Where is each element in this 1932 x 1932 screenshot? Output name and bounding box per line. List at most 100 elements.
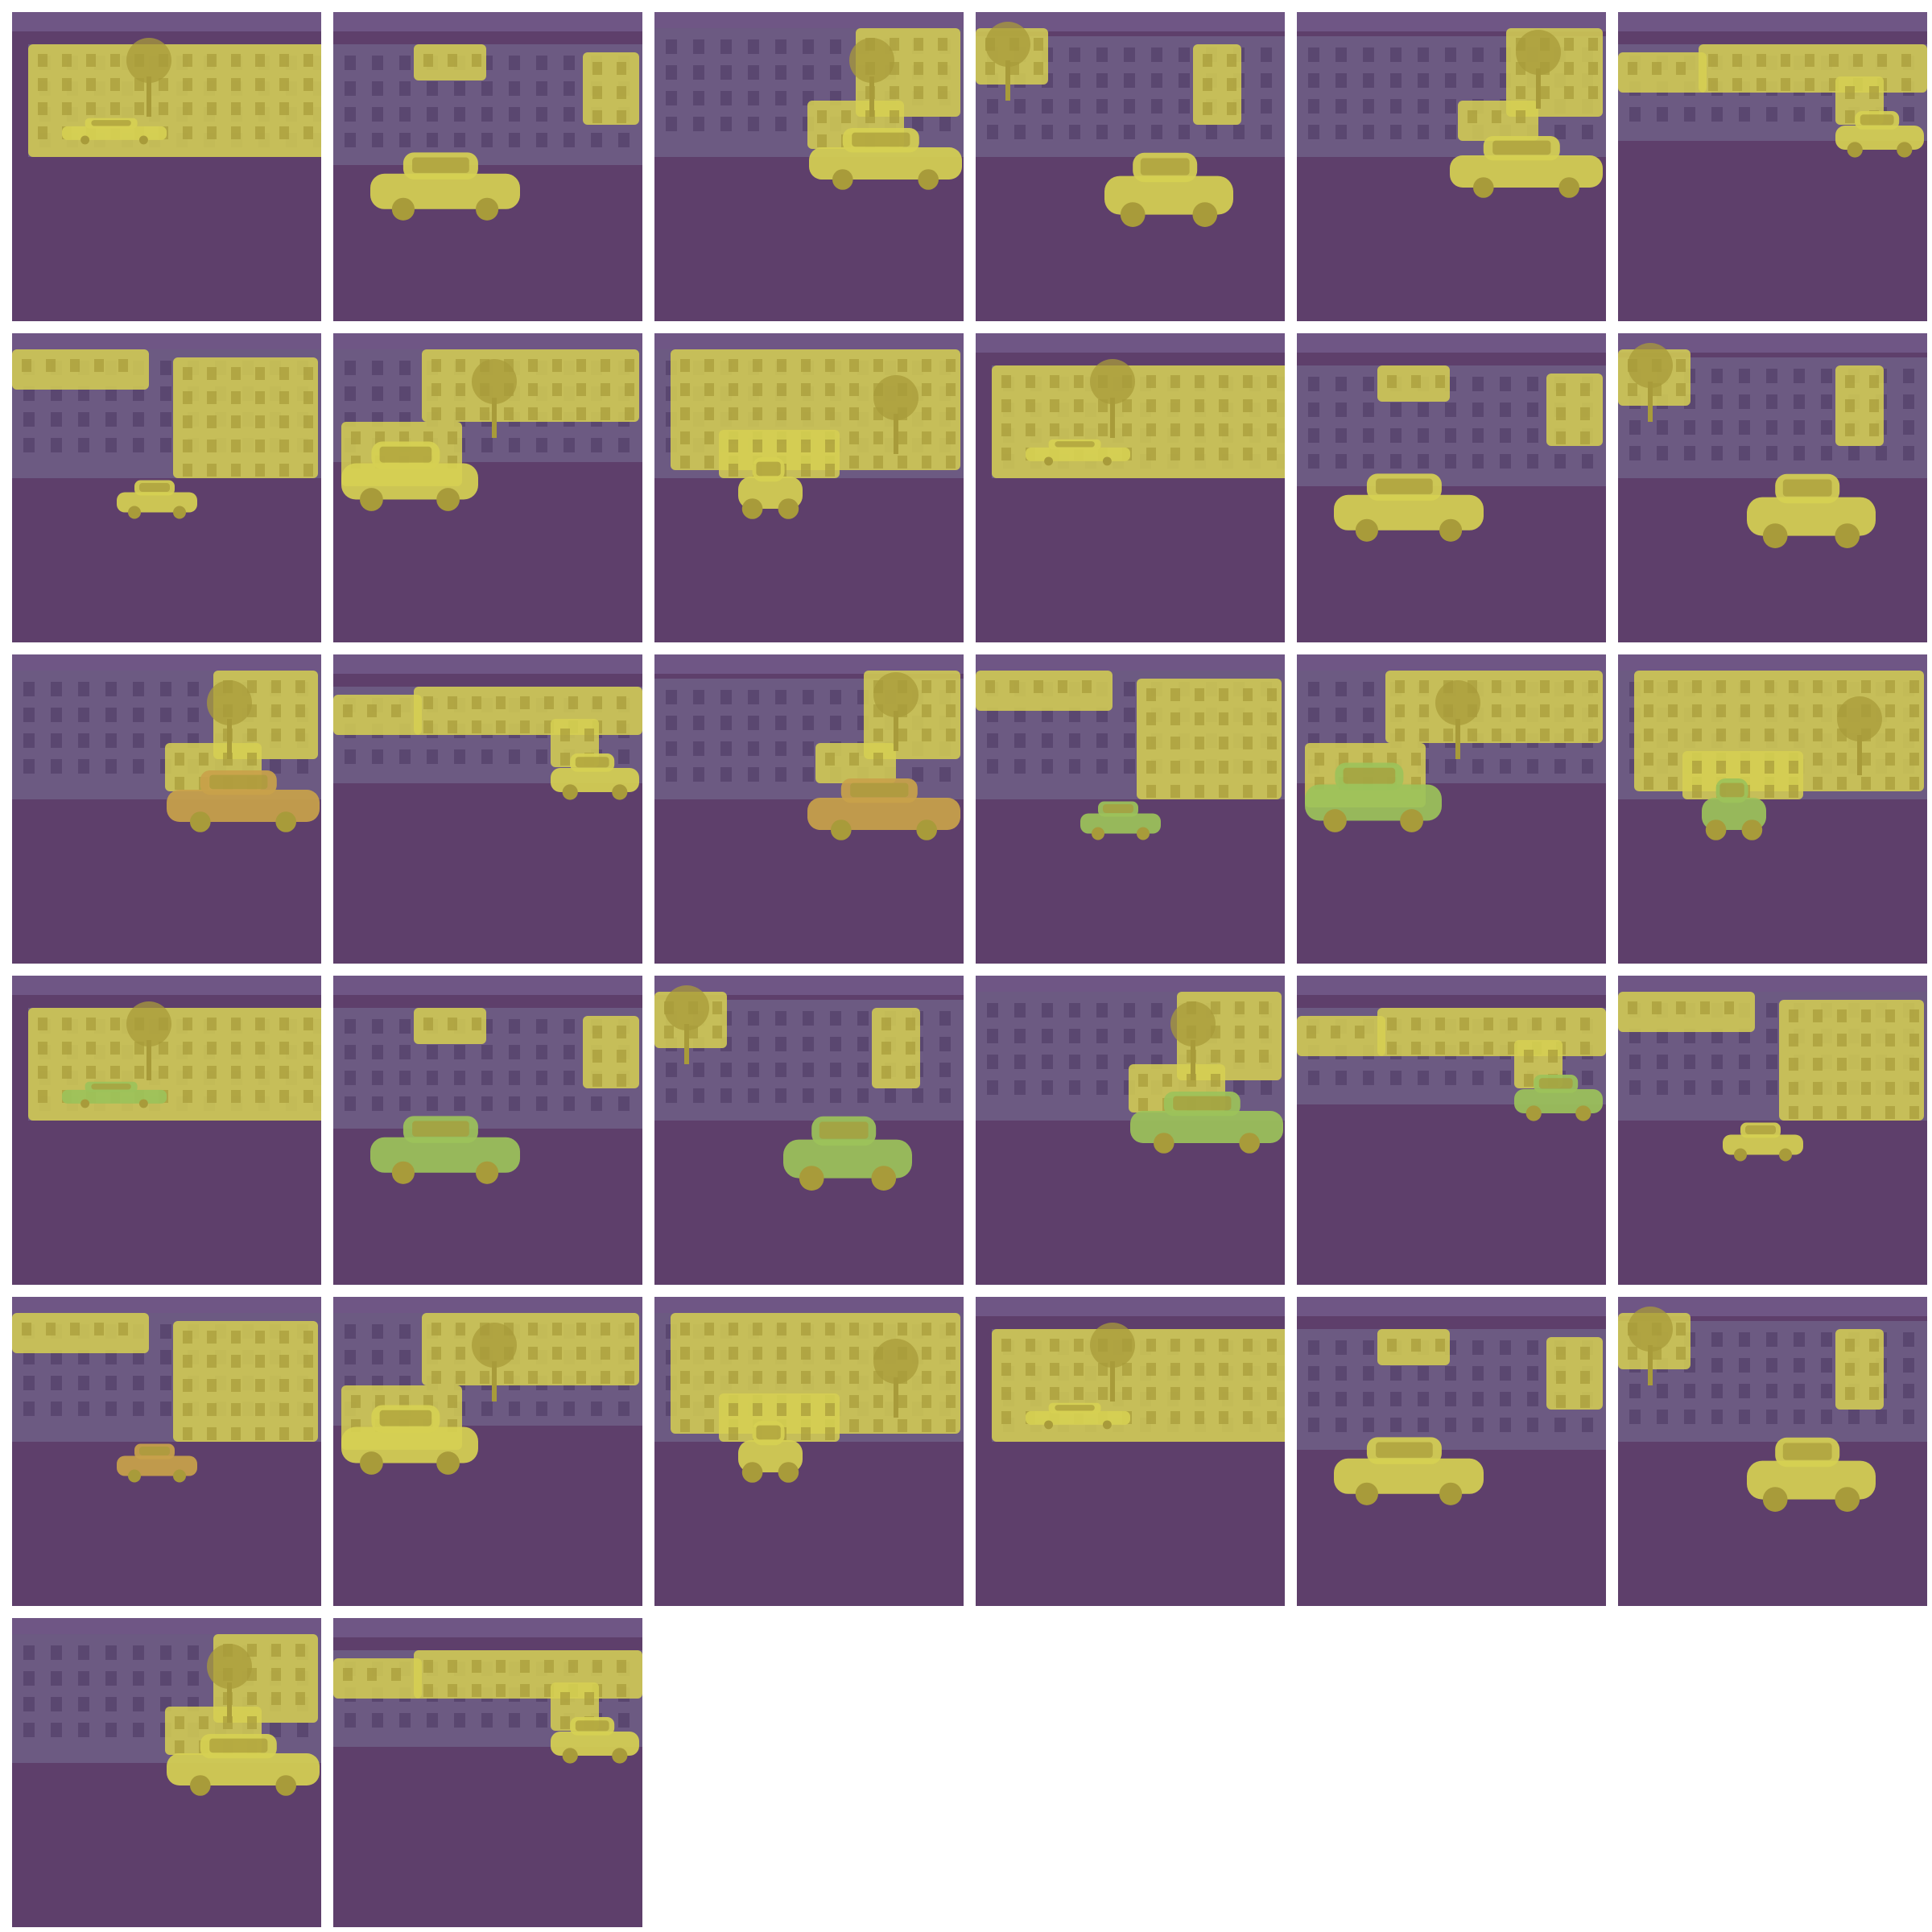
segmentation-tile	[654, 976, 964, 1285]
window	[1527, 1392, 1538, 1406]
mask-window	[1395, 680, 1405, 693]
car-wheel	[1779, 1148, 1792, 1162]
mask-window	[183, 54, 192, 67]
mask-window	[946, 680, 956, 693]
sky-region	[12, 12, 321, 31]
mask-window	[1267, 423, 1277, 436]
window	[1794, 446, 1805, 460]
window	[1390, 1071, 1402, 1085]
mask-window	[1757, 78, 1766, 91]
window	[1629, 1080, 1641, 1095]
window	[666, 741, 677, 756]
mask-window	[1580, 1018, 1590, 1030]
window	[666, 690, 677, 704]
mask-window	[247, 680, 257, 693]
mask-window	[295, 1692, 305, 1705]
window	[105, 1723, 117, 1737]
street-scene-image	[333, 976, 642, 1285]
mask-window	[617, 1684, 626, 1697]
mask-window	[431, 359, 441, 372]
mask-window	[1789, 1009, 1798, 1022]
window	[345, 1019, 356, 1034]
window	[399, 386, 411, 401]
window	[270, 1723, 281, 1737]
mask-window	[207, 367, 217, 380]
mask-window	[231, 78, 241, 91]
mask-window	[1901, 54, 1911, 67]
mask-window	[825, 1371, 835, 1384]
mask-window	[110, 102, 120, 115]
window	[23, 682, 35, 696]
window	[427, 107, 438, 122]
mask-window	[472, 696, 481, 709]
window	[105, 1645, 117, 1660]
window	[666, 767, 677, 782]
mask-window	[946, 407, 956, 420]
mask-window	[456, 359, 465, 372]
mask-window	[1516, 86, 1525, 99]
window	[1472, 454, 1484, 469]
mask-window	[729, 359, 738, 372]
mask-window	[576, 407, 586, 420]
window	[160, 708, 171, 722]
mask-window	[279, 1066, 289, 1079]
street-scene-image	[1618, 1297, 1927, 1606]
window	[830, 1037, 841, 1051]
mask-window	[231, 464, 241, 477]
mask-window	[175, 1740, 184, 1753]
window	[23, 412, 35, 427]
window	[1445, 1392, 1456, 1406]
segmentation-tile	[654, 12, 964, 321]
car-window	[412, 1121, 469, 1137]
window	[481, 1071, 493, 1085]
window	[720, 741, 732, 756]
mask-window	[1195, 1339, 1204, 1352]
mask-window	[1781, 54, 1790, 67]
mask-window	[1411, 753, 1421, 766]
tree	[873, 375, 919, 420]
mask-window	[946, 431, 956, 444]
window	[1472, 1340, 1484, 1355]
mask-window	[1885, 1009, 1895, 1022]
window	[666, 65, 677, 80]
mask-window	[303, 1018, 313, 1030]
window	[564, 1402, 575, 1416]
window	[720, 716, 732, 730]
window	[1766, 107, 1777, 122]
window	[1684, 1384, 1695, 1398]
window	[454, 107, 465, 122]
car	[1723, 1122, 1803, 1162]
window	[399, 1713, 411, 1728]
window	[1445, 428, 1456, 443]
mask-window	[448, 1018, 457, 1030]
window	[1069, 47, 1080, 62]
window	[481, 1402, 493, 1416]
mask-window	[825, 464, 835, 477]
mask-window	[1628, 1001, 1637, 1014]
mask-window	[1146, 375, 1156, 388]
tree-trunk	[227, 719, 232, 759]
mask-window	[1516, 110, 1525, 123]
mask-window	[890, 110, 899, 123]
window	[1821, 107, 1832, 122]
car-window	[756, 461, 781, 477]
mask-window	[1813, 1106, 1823, 1119]
mask-window	[544, 696, 554, 709]
mask-window	[1869, 1339, 1879, 1352]
window	[399, 1019, 411, 1034]
car-wheel	[173, 506, 186, 519]
window	[105, 438, 117, 452]
mask-window	[801, 1403, 811, 1416]
mask-window	[231, 1042, 241, 1055]
mask-window	[303, 391, 313, 404]
mask-window	[1074, 399, 1084, 412]
window	[1179, 99, 1190, 114]
mask-window	[1740, 729, 1750, 741]
mask-window	[1395, 704, 1405, 717]
window	[160, 386, 171, 401]
mask-window	[183, 102, 192, 115]
mask-window	[1813, 1034, 1823, 1046]
mask-window	[1829, 54, 1839, 67]
window	[536, 438, 547, 452]
mask-window	[1588, 38, 1598, 51]
